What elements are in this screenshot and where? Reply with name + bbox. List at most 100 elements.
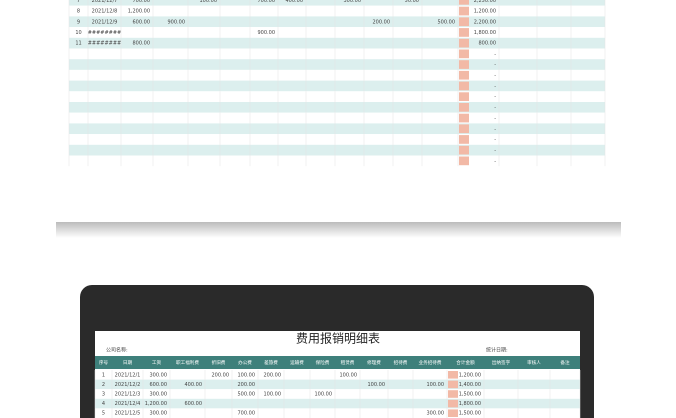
header-cell: 审核人 — [527, 359, 541, 366]
header-cell: 出纳签字 — [492, 359, 511, 366]
table-row — [69, 0, 605, 6]
cell-text: 2021/12/8 — [92, 9, 118, 15]
header-cell: 运输费 — [290, 359, 304, 366]
total-cell — [459, 17, 469, 27]
cell-text: 1,500.00 — [459, 392, 481, 398]
cell-text: 2021/12/9 — [92, 19, 118, 25]
total-cell — [459, 60, 469, 69]
table-row — [69, 48, 605, 60]
cell-text: ######## — [88, 41, 122, 47]
table-row — [95, 398, 580, 409]
cell-text: 1,400.00 — [459, 382, 481, 388]
header-cell: 职工福利费 — [176, 359, 199, 366]
total-cell — [459, 6, 469, 16]
total-cell — [459, 81, 469, 91]
sheet-title: 费用报销明细表 — [296, 331, 380, 346]
cell-text: 1 — [102, 372, 105, 378]
total-cell — [459, 124, 469, 134]
total-cell — [459, 28, 469, 37]
cell-text: 100.00 — [238, 372, 256, 378]
header-cell: 备注 — [560, 359, 570, 366]
cell-text: 100.00 — [200, 0, 218, 4]
cell-text: 7 — [77, 0, 80, 4]
cell-text: 1,200.00 — [459, 372, 481, 378]
header-cell: 工资 — [152, 359, 162, 366]
header-cell: 修理费 — [367, 359, 381, 366]
header-cell: 招待费 — [394, 359, 408, 366]
cell-text: 8 — [77, 9, 80, 15]
header-cell: 保险费 — [316, 359, 330, 366]
cell-text: - — [494, 116, 496, 122]
header-cell: 序号 — [99, 359, 109, 366]
cell-text: 1,200.00 — [474, 9, 496, 15]
total-cell — [459, 113, 469, 123]
cell-text: 600.00 — [150, 382, 168, 388]
cell-text: 200.00 — [238, 382, 256, 388]
cell-text: 300.00 — [150, 392, 168, 398]
cell-text: 2,200.00 — [474, 19, 496, 25]
header-cell: 业务招待费 — [419, 359, 442, 366]
total-cell — [448, 390, 458, 398]
cell-text: 50.00 — [405, 0, 419, 4]
table-row — [95, 379, 580, 390]
table-row — [69, 80, 605, 92]
cell-text: 200.00 — [212, 372, 230, 378]
table-row — [69, 144, 605, 156]
header-cell: 日期 — [123, 360, 133, 366]
card-shadow — [56, 222, 621, 238]
cell-text: 2021/12/4 — [115, 401, 141, 407]
cell-text: 3 — [102, 392, 105, 398]
cell-text: - — [494, 126, 496, 132]
total-cell — [459, 70, 469, 80]
table-row — [69, 123, 605, 135]
header-cell: 办公费 — [238, 359, 252, 366]
table-row — [95, 370, 580, 380]
cell-text: 1,800.00 — [459, 401, 481, 407]
total-cell — [448, 409, 458, 417]
cell-text: - — [494, 62, 496, 68]
cell-text: 100.00 — [340, 372, 358, 378]
cell-text: 5 — [102, 411, 105, 417]
total-cell — [448, 399, 458, 408]
total-cell — [459, 38, 469, 48]
header-cell: 差旅费 — [264, 359, 278, 366]
table-row — [69, 155, 605, 167]
table-row — [69, 91, 605, 102]
cell-text: 2021/12/1 — [115, 372, 141, 378]
cell-text: 500.00 — [238, 392, 256, 398]
cell-text: - — [494, 137, 496, 143]
cell-text: - — [494, 83, 496, 89]
header-cell: 租赁费 — [341, 359, 355, 366]
table-row — [69, 16, 605, 28]
cell-text: 400.00 — [185, 382, 203, 388]
cell-text: 11 — [75, 41, 81, 47]
cell-text: ######## — [88, 30, 122, 36]
table-row — [69, 112, 605, 124]
date-label: 统计日期: — [486, 347, 508, 354]
cell-text: 200.00 — [264, 372, 282, 378]
table-row — [69, 27, 605, 38]
cell-text: 10 — [75, 30, 81, 36]
header-row — [95, 356, 580, 369]
cell-text: - — [494, 158, 496, 164]
cell-text: 2021/12/7 — [92, 0, 118, 4]
table-row — [69, 134, 605, 145]
cell-text: 200.00 — [373, 19, 391, 25]
cell-text: 500.00 — [438, 19, 456, 25]
cell-text: 100.00 — [427, 382, 445, 388]
cell-text: 2021/12/3 — [115, 392, 141, 398]
cell-text: - — [494, 148, 496, 154]
table-row — [69, 37, 605, 49]
cell-text: 100.00 — [264, 392, 282, 398]
cell-text: - — [494, 73, 496, 79]
total-cell — [459, 135, 469, 144]
total-cell — [459, 49, 469, 59]
cell-text: 700.00 — [258, 0, 276, 4]
top-sheet: 7 2021/12/7 700.00 100.00 700.00 400.00 300.00… — [68, 0, 606, 167]
cell-text: 600.00 — [185, 401, 203, 407]
cell-text: 1,200.00 — [145, 401, 167, 407]
cell-text: 100.00 — [315, 392, 333, 398]
cell-text: 2021/12/5 — [115, 411, 141, 417]
company-label: 公司名称: — [106, 347, 128, 354]
